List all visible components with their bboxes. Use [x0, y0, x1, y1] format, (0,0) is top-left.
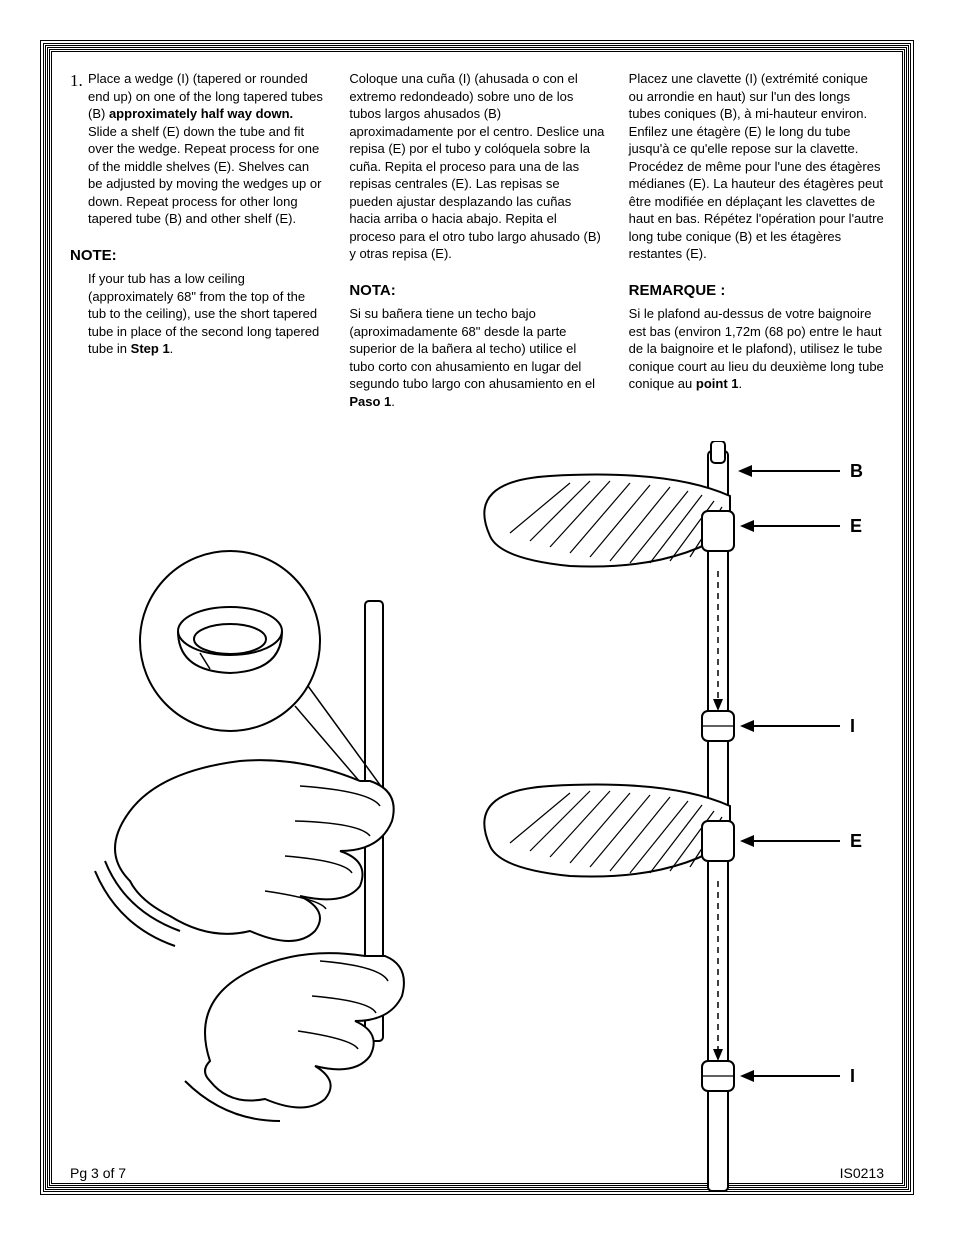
page-content: 1. Place a wedge (I) (tapered or rounded…: [40, 40, 914, 1195]
document-id: IS0213: [840, 1165, 884, 1181]
callout-E-1: E: [850, 516, 862, 537]
note-en-bold: Step 1: [131, 341, 170, 356]
note-es-bold: Paso 1: [349, 394, 391, 409]
step-1-en-text: Place a wedge (I) (tapered or rounded en…: [88, 70, 325, 228]
note-fr-bold: point 1: [696, 376, 739, 391]
note-heading-fr: REMARQUE :: [629, 281, 884, 301]
page: 1. Place a wedge (I) (tapered or rounded…: [0, 0, 954, 1235]
note-en-post: .: [170, 341, 174, 356]
note-heading-es: NOTA:: [349, 281, 604, 301]
note-heading-en: NOTE:: [70, 246, 325, 266]
callout-I-1: I: [850, 716, 855, 737]
col-spanish: Coloque una cuña (I) (ahusada o con el e…: [349, 70, 604, 411]
step-1-en: 1. Place a wedge (I) (tapered or rounded…: [70, 70, 325, 228]
note-fr-post: .: [739, 376, 743, 391]
col-french: Placez une clavette (I) (extrémité coniq…: [629, 70, 884, 411]
step-en-bold: approximately half way down.: [109, 106, 293, 121]
callout-I-2: I: [850, 1066, 855, 1087]
illustration-area: B E I E I: [70, 441, 884, 1201]
step-number: 1.: [70, 71, 83, 90]
assembly-diagram: [70, 441, 884, 1201]
note-en-pre: If your tub has a low ceiling (approxima…: [88, 271, 319, 356]
note-es-post: .: [391, 394, 395, 409]
step-1-fr-text: Placez une clavette (I) (extrémité coniq…: [629, 70, 884, 263]
step-en-post: Slide a shelf (E) down the tube and fit …: [88, 124, 321, 227]
note-body-es: Si su bañera tiene un techo bajo (aproxi…: [349, 305, 604, 410]
note-es-pre: Si su bañera tiene un techo bajo (aproxi…: [349, 306, 595, 391]
note-body-en: If your tub has a low ceiling (approxima…: [70, 270, 325, 358]
instruction-columns: 1. Place a wedge (I) (tapered or rounded…: [70, 70, 884, 411]
page-footer: Pg 3 of 7 IS0213: [70, 1165, 884, 1181]
note-fr-pre: Si le plafond au-dessus de votre baignoi…: [629, 306, 884, 391]
step-1-es-text: Coloque una cuña (I) (ahusada o con el e…: [349, 70, 604, 263]
note-body-fr: Si le plafond au-dessus de votre baignoi…: [629, 305, 884, 393]
callout-B: B: [850, 461, 863, 482]
page-number: Pg 3 of 7: [70, 1165, 126, 1181]
callout-E-2: E: [850, 831, 862, 852]
col-english: 1. Place a wedge (I) (tapered or rounded…: [70, 70, 325, 411]
